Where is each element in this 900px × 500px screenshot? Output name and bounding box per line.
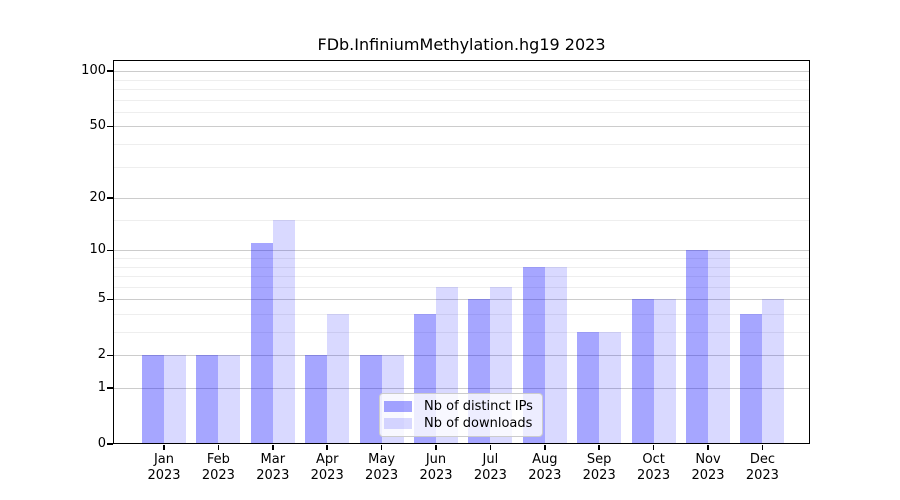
gridline-minor — [113, 313, 810, 315]
gridline-minor — [113, 257, 810, 259]
x-tick-mark — [761, 445, 764, 450]
legend-label-downloads: Nb of downloads — [424, 416, 533, 431]
legend-label-distinct-ips: Nb of distinct IPs — [424, 399, 533, 414]
bar-nov-downloads — [708, 250, 730, 444]
gridline-major — [113, 355, 810, 357]
chart-title: FDb.InfiniumMethylation.hg19 2023 — [317, 35, 606, 54]
gridline-minor — [113, 266, 810, 268]
y-tick-mark — [107, 354, 113, 356]
y-tick-label: 0 — [97, 436, 106, 451]
bar-jan-distinct-ips — [142, 355, 164, 444]
bar-aug-downloads — [544, 266, 567, 444]
bar-may-distinct-ips — [359, 355, 382, 444]
gridline-minor — [113, 111, 810, 113]
x-tick-mark — [217, 445, 220, 450]
gridline-major — [113, 126, 810, 128]
gridline-minor — [113, 89, 810, 90]
bar-apr-downloads — [327, 313, 350, 444]
legend-swatch-downloads — [384, 418, 412, 429]
y-tick-mark — [107, 443, 113, 445]
bar-nov-distinct-ips — [686, 250, 708, 444]
bar-mar-downloads — [272, 220, 295, 444]
x-tick-label: Aug 2023 — [528, 452, 562, 483]
bar-oct-distinct-ips — [631, 299, 654, 444]
bar-dec-distinct-ips — [740, 313, 763, 444]
bar-feb-distinct-ips — [196, 355, 219, 444]
x-tick-label: Jul 2023 — [473, 452, 507, 483]
y-tick-mark — [107, 249, 113, 252]
bar-mar-distinct-ips — [250, 243, 273, 444]
bar-oct-downloads — [653, 299, 676, 444]
y-tick-label: 20 — [89, 190, 106, 206]
legend-entry-distinct-ips: Nb of distinct IPs — [384, 399, 538, 414]
x-tick-label: May 2023 — [365, 452, 399, 483]
gridline-minor — [113, 99, 810, 101]
x-tick-label: Dec 2023 — [745, 452, 779, 483]
y-tick-mark — [107, 387, 113, 389]
x-tick-label: Jun 2023 — [419, 452, 453, 483]
gridline-major — [113, 71, 810, 73]
bar-sep-downloads — [599, 332, 622, 444]
x-tick-mark — [380, 445, 383, 450]
y-tick-mark — [107, 70, 113, 72]
y-tick-label: 1 — [97, 380, 106, 395]
gridline-minor — [113, 332, 810, 333]
gridline-minor — [113, 166, 810, 168]
x-tick-label: Feb 2023 — [201, 452, 235, 483]
x-tick-mark — [489, 445, 492, 450]
x-tick-label: Apr 2023 — [310, 452, 344, 483]
gridline-minor — [113, 276, 810, 278]
x-tick-label: Oct 2023 — [637, 452, 671, 483]
x-tick-label: Mar 2023 — [256, 452, 290, 483]
plot-area — [113, 60, 810, 444]
x-tick-mark — [163, 445, 165, 450]
x-tick-mark — [598, 445, 600, 450]
y-tick-label: 10 — [89, 242, 106, 258]
x-tick-mark — [707, 445, 709, 450]
legend-swatch-distinct-ips — [384, 401, 412, 412]
x-tick-label: Nov 2023 — [691, 452, 725, 483]
bar-feb-downloads — [218, 355, 241, 444]
x-tick-label: Sep 2023 — [582, 452, 616, 483]
x-tick-mark — [326, 445, 328, 450]
y-tick-label: 2 — [97, 347, 106, 363]
x-tick-label: Jan 2023 — [147, 452, 181, 483]
gridline-minor — [113, 144, 810, 145]
x-tick-mark — [652, 445, 655, 450]
gridline-minor — [113, 220, 810, 222]
x-tick-mark — [544, 445, 546, 450]
x-tick-mark — [272, 445, 274, 450]
bar-dec-downloads — [762, 299, 785, 444]
bar-apr-distinct-ips — [305, 355, 328, 444]
bar-sep-distinct-ips — [577, 332, 600, 444]
y-tick-mark — [107, 197, 113, 199]
y-tick-label: 100 — [81, 63, 106, 79]
gridline-minor — [113, 79, 810, 81]
y-tick-mark — [107, 125, 113, 128]
gridline-major — [113, 198, 810, 200]
y-tick-mark — [107, 298, 113, 300]
gridline-major — [113, 299, 810, 301]
x-tick-mark — [435, 445, 437, 450]
y-tick-label: 50 — [89, 118, 106, 134]
legend: Nb of distinct IPs Nb of downloads — [379, 393, 543, 437]
gridline-minor — [113, 286, 810, 288]
gridline-major — [113, 388, 810, 389]
y-tick-label: 5 — [97, 291, 106, 307]
bar-jan-downloads — [164, 355, 186, 444]
legend-entry-downloads: Nb of downloads — [384, 416, 538, 431]
gridline-major — [113, 250, 810, 252]
